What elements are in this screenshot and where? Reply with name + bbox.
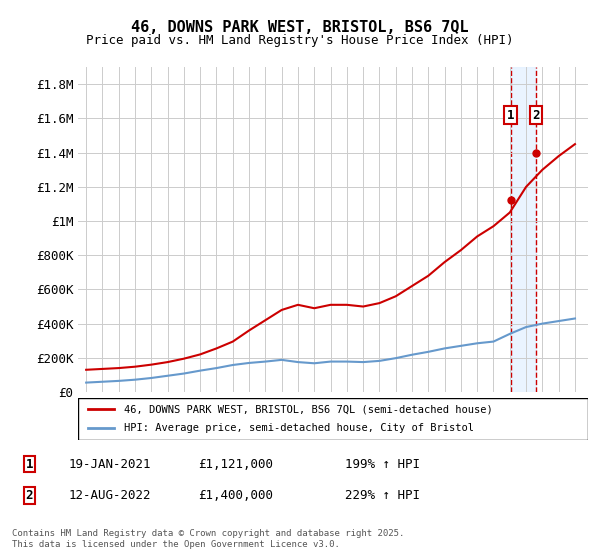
Text: 46, DOWNS PARK WEST, BRISTOL, BS6 7QL: 46, DOWNS PARK WEST, BRISTOL, BS6 7QL (131, 20, 469, 35)
Text: £1,121,000: £1,121,000 (199, 458, 274, 470)
Text: 19-JAN-2021: 19-JAN-2021 (69, 458, 151, 470)
Text: 229% ↑ HPI: 229% ↑ HPI (345, 489, 420, 502)
Text: 2: 2 (26, 489, 33, 502)
Text: 1: 1 (507, 109, 514, 122)
Text: HPI: Average price, semi-detached house, City of Bristol: HPI: Average price, semi-detached house,… (124, 423, 474, 433)
Text: 12-AUG-2022: 12-AUG-2022 (69, 489, 151, 502)
Text: 1: 1 (26, 458, 33, 470)
Text: £1,400,000: £1,400,000 (199, 489, 274, 502)
Text: Contains HM Land Registry data © Crown copyright and database right 2025.
This d: Contains HM Land Registry data © Crown c… (12, 529, 404, 549)
Text: Price paid vs. HM Land Registry's House Price Index (HPI): Price paid vs. HM Land Registry's House … (86, 34, 514, 46)
Text: 199% ↑ HPI: 199% ↑ HPI (345, 458, 420, 470)
FancyBboxPatch shape (78, 398, 588, 440)
Bar (511, 67, 536, 392)
Text: 46, DOWNS PARK WEST, BRISTOL, BS6 7QL (semi-detached house): 46, DOWNS PARK WEST, BRISTOL, BS6 7QL (s… (124, 404, 493, 414)
Text: 2: 2 (532, 109, 539, 122)
